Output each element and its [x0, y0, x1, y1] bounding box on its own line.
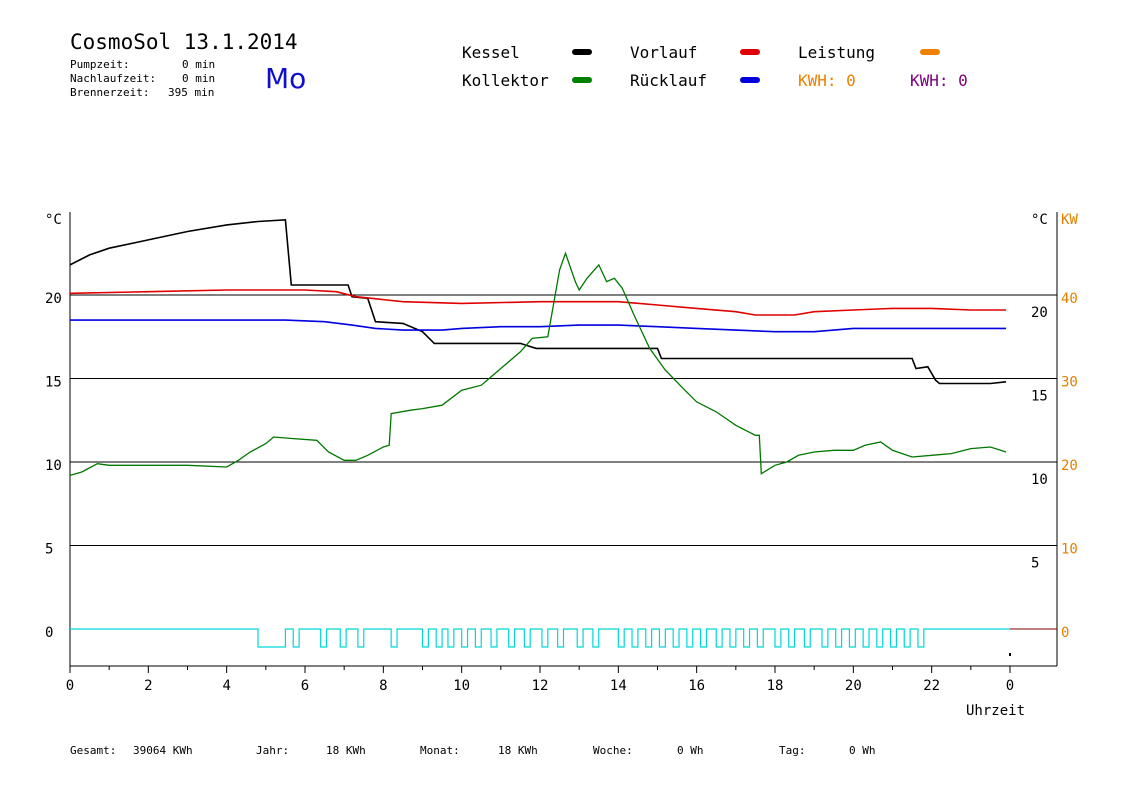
pump-activity-line [70, 628, 1010, 648]
weekday-label: Mo [265, 62, 307, 95]
afterrun-time-value: 0 min [182, 72, 216, 85]
y-tick-label-left: 15 [45, 375, 62, 391]
x-tick-label: 18 [767, 678, 784, 694]
y-tick-label-power: 30 [1061, 375, 1078, 391]
footer-day-label: Tag: [779, 744, 806, 757]
footer-total-value: 39064 KWh [133, 744, 193, 757]
series-line-kessel [69, 218, 1007, 385]
footer-month-value: 18 KWh [498, 744, 538, 757]
x-tick-label: 6 [301, 678, 309, 694]
legend-swatch-ruecklauf [740, 77, 760, 83]
footer-day-value: 0 Wh [849, 744, 876, 757]
y-tick-label-right: 10 [1031, 472, 1048, 488]
footer-month-label: Monat: [420, 744, 460, 757]
x-tick-label: 16 [688, 678, 705, 694]
pump-time-label: Pumpzeit: [70, 58, 130, 71]
x-tick-label: 4 [222, 678, 230, 694]
y-tick-label-power: 0 [1061, 625, 1069, 641]
footer-year-value: 18 KWh [326, 744, 366, 757]
x-axis-label: Uhrzeit [966, 703, 1025, 719]
y-tick-label-right: 20 [1031, 305, 1048, 321]
y-tick-label-left: 20 [45, 291, 62, 307]
legend-swatch-kessel [572, 49, 592, 55]
x-tick-label: 0 [1006, 678, 1014, 694]
series-line-vorlauf [69, 289, 1007, 316]
y-tick-label-power: 20 [1061, 458, 1078, 474]
x-tick-label: 20 [845, 678, 862, 694]
footer-year-label: Jahr: [256, 744, 290, 757]
legend-label-kollektor: Kollektor [462, 71, 549, 90]
x-tick-label: 2 [144, 678, 152, 694]
x-tick-label: 10 [453, 678, 470, 694]
y-tick-label-power: 40 [1061, 291, 1078, 307]
burner-time-label: Brennerzeit: [70, 86, 150, 99]
footer-total-label: Gesamt: [70, 744, 117, 757]
x-tick-label: 22 [923, 678, 940, 694]
legend-swatch-vorlauf [740, 49, 760, 55]
kwh-value-orange: KWH: 0 [798, 71, 856, 90]
x-tick-label: 8 [379, 678, 387, 694]
legend-label-leistung: Leistung [798, 43, 876, 62]
y-unit-label-power: KW [1061, 212, 1078, 228]
y-tick-label-left: 5 [45, 542, 53, 558]
legend-label-vorlauf: Vorlauf [630, 43, 698, 62]
burner-time-value: 395 min [168, 86, 215, 99]
pump-time-value: 0 min [182, 58, 216, 71]
kwh-value-purple: KWH: 0 [910, 71, 968, 90]
y-tick-label-right: 15 [1031, 389, 1048, 405]
y-unit-label-right: °C [1031, 212, 1048, 228]
x-tick-label: 0 [66, 678, 74, 694]
y-tick-label-left: 0 [45, 625, 53, 641]
y-unit-label-left: °C [45, 212, 62, 228]
y-tick-label-power: 10 [1061, 542, 1078, 558]
y-tick-label-right: 5 [1031, 556, 1039, 572]
legend-label-kessel: Kessel [462, 43, 520, 62]
x-tick-label: 14 [610, 678, 627, 694]
legend-swatch-leistung [920, 49, 940, 55]
end-marker [1009, 653, 1011, 656]
legend-label-ruecklauf: Rücklauf [630, 71, 708, 90]
footer-week-label: Woche: [593, 744, 633, 757]
x-tick-label: 12 [532, 678, 549, 694]
series-line-kollektor [69, 251, 1007, 477]
afterrun-time-label: Nachlaufzeit: [70, 72, 157, 85]
footer-week-value: 0 Wh [677, 744, 704, 757]
series-line-ruecklauf [70, 319, 1007, 333]
page-title: CosmoSol 13.1.2014 [70, 30, 298, 54]
legend-swatch-kollektor [572, 77, 592, 83]
y-tick-label-left: 10 [45, 458, 62, 474]
